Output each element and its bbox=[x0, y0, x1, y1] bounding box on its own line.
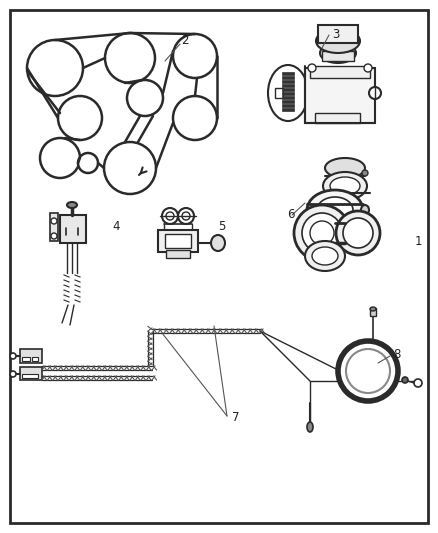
Ellipse shape bbox=[305, 241, 345, 271]
Bar bbox=[165, 234, 191, 248]
Ellipse shape bbox=[310, 221, 334, 245]
Bar bbox=[282, 80, 294, 83]
Bar bbox=[322, 51, 354, 61]
Ellipse shape bbox=[173, 34, 217, 78]
Ellipse shape bbox=[369, 87, 381, 99]
Bar bbox=[282, 96, 294, 99]
Ellipse shape bbox=[330, 177, 360, 195]
Bar bbox=[158, 230, 198, 252]
Bar bbox=[282, 100, 294, 103]
Text: 1: 1 bbox=[415, 235, 423, 248]
Bar bbox=[20, 367, 42, 380]
Ellipse shape bbox=[162, 208, 178, 224]
Ellipse shape bbox=[370, 307, 376, 311]
Ellipse shape bbox=[40, 138, 80, 178]
Ellipse shape bbox=[307, 422, 313, 432]
Ellipse shape bbox=[51, 218, 57, 224]
Ellipse shape bbox=[302, 213, 342, 253]
Ellipse shape bbox=[211, 235, 225, 251]
Bar bbox=[166, 250, 190, 258]
Ellipse shape bbox=[320, 43, 356, 63]
Ellipse shape bbox=[414, 379, 422, 387]
Ellipse shape bbox=[67, 202, 77, 208]
Text: 3: 3 bbox=[332, 28, 339, 41]
Bar bbox=[282, 84, 294, 87]
Ellipse shape bbox=[10, 353, 16, 359]
Bar bbox=[282, 104, 294, 107]
Bar bbox=[315, 113, 360, 123]
Ellipse shape bbox=[336, 211, 380, 255]
Bar bbox=[282, 108, 294, 111]
Ellipse shape bbox=[320, 25, 356, 41]
Bar bbox=[22, 357, 30, 361]
Ellipse shape bbox=[316, 29, 360, 53]
Ellipse shape bbox=[78, 153, 98, 173]
Ellipse shape bbox=[166, 212, 174, 220]
Bar bbox=[282, 92, 294, 95]
Ellipse shape bbox=[338, 341, 398, 401]
Ellipse shape bbox=[182, 212, 190, 220]
Ellipse shape bbox=[361, 205, 369, 215]
Bar bbox=[282, 72, 294, 75]
Ellipse shape bbox=[173, 96, 217, 140]
Text: 4: 4 bbox=[112, 220, 120, 233]
Ellipse shape bbox=[294, 205, 350, 261]
Ellipse shape bbox=[58, 96, 102, 140]
Bar bbox=[318, 25, 358, 43]
Ellipse shape bbox=[127, 80, 163, 116]
Bar bbox=[282, 88, 294, 91]
Bar bbox=[60, 215, 86, 243]
Ellipse shape bbox=[325, 158, 365, 178]
Bar bbox=[50, 213, 58, 241]
Ellipse shape bbox=[364, 64, 372, 72]
Bar bbox=[22, 374, 38, 378]
Text: 5: 5 bbox=[218, 220, 226, 233]
Ellipse shape bbox=[346, 349, 390, 393]
Ellipse shape bbox=[317, 197, 353, 223]
Ellipse shape bbox=[27, 40, 83, 96]
Ellipse shape bbox=[10, 371, 16, 377]
Bar bbox=[275, 88, 283, 98]
Bar bbox=[32, 357, 38, 361]
Ellipse shape bbox=[323, 172, 367, 200]
Bar bbox=[310, 66, 370, 78]
Ellipse shape bbox=[51, 233, 57, 239]
Text: 8: 8 bbox=[393, 348, 400, 361]
Bar bbox=[20, 349, 42, 363]
Ellipse shape bbox=[307, 190, 363, 230]
Bar bbox=[370, 308, 376, 316]
Ellipse shape bbox=[343, 218, 373, 248]
Bar bbox=[282, 76, 294, 79]
Ellipse shape bbox=[312, 247, 338, 265]
Text: 2: 2 bbox=[181, 35, 189, 47]
Ellipse shape bbox=[178, 208, 194, 224]
Ellipse shape bbox=[104, 142, 156, 194]
Ellipse shape bbox=[402, 377, 408, 383]
Ellipse shape bbox=[105, 33, 155, 83]
Bar bbox=[305, 68, 375, 123]
Ellipse shape bbox=[308, 64, 316, 72]
Ellipse shape bbox=[362, 170, 368, 176]
Text: 7: 7 bbox=[232, 411, 240, 424]
Text: 6: 6 bbox=[287, 208, 294, 221]
